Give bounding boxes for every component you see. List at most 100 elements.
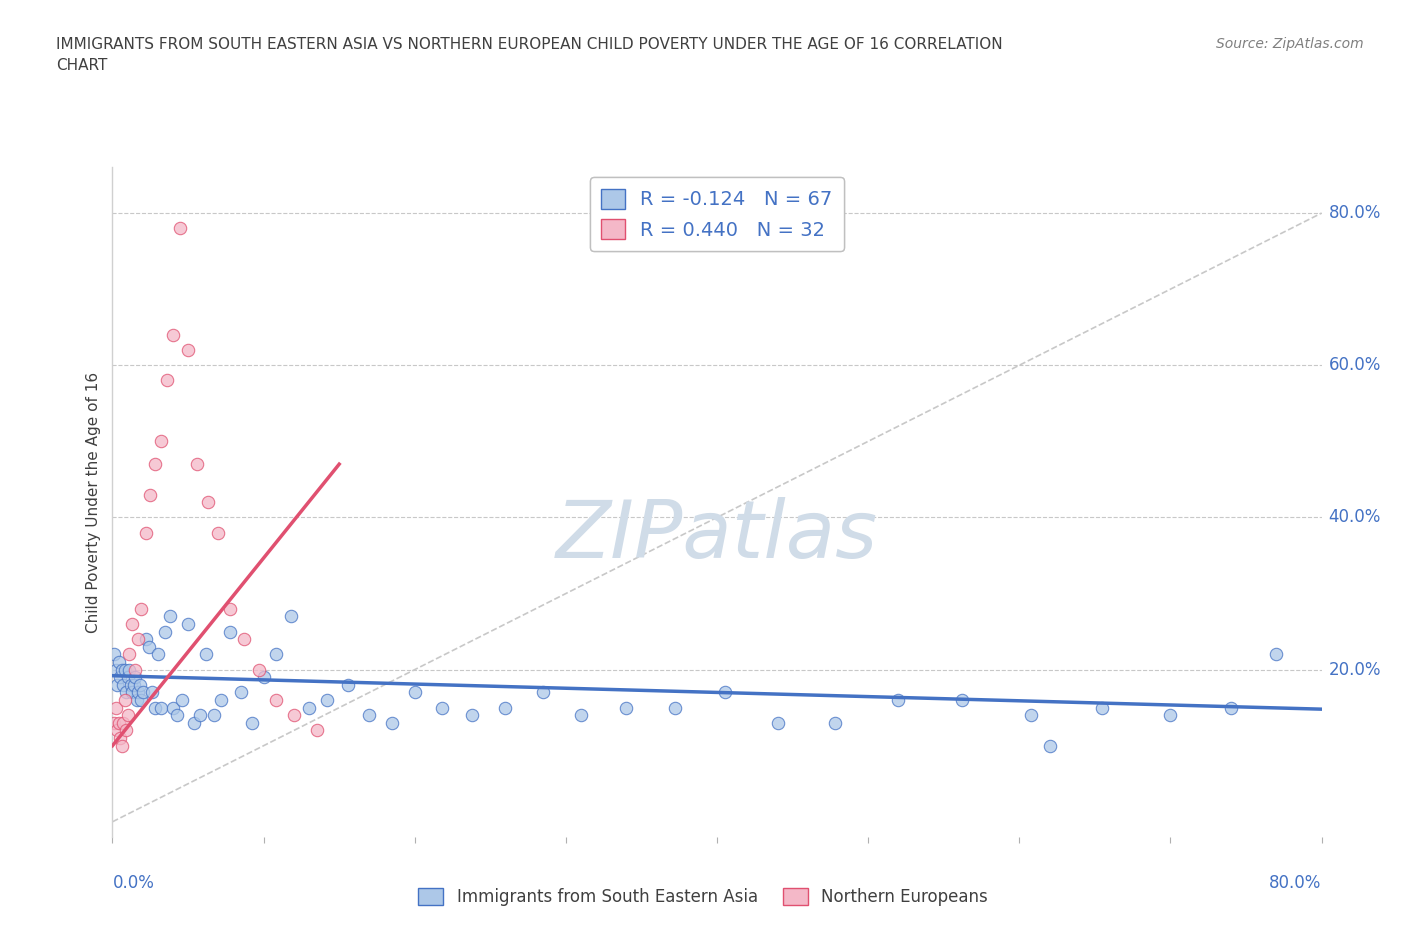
Point — [316, 693, 339, 708]
Point — [146, 647, 169, 662]
Point — [118, 647, 141, 662]
Point — [117, 708, 139, 723]
Point — [107, 715, 129, 730]
Text: 20.0%: 20.0% — [1329, 660, 1381, 679]
Point — [531, 685, 554, 700]
Point — [186, 457, 208, 472]
Point — [107, 655, 129, 670]
Point — [162, 700, 184, 715]
Point — [112, 715, 135, 730]
Point — [112, 677, 135, 692]
Point — [569, 708, 592, 723]
Legend: R = -0.124   N = 67, R = 0.440   N = 32: R = -0.124 N = 67, R = 0.440 N = 32 — [591, 177, 844, 251]
Legend: Immigrants from South Eastern Asia, Northern Europeans: Immigrants from South Eastern Asia, Nort… — [412, 881, 994, 912]
Point — [461, 708, 484, 723]
Point — [124, 670, 146, 684]
Point — [664, 700, 686, 715]
Text: 60.0%: 60.0% — [1329, 356, 1381, 374]
Point — [104, 700, 127, 715]
Point — [129, 693, 152, 708]
Point — [247, 662, 270, 677]
Point — [177, 342, 200, 357]
Point — [495, 700, 517, 715]
Point — [1038, 738, 1062, 753]
Point — [1265, 647, 1288, 662]
Point — [139, 487, 162, 502]
Point — [183, 715, 205, 730]
Text: IMMIGRANTS FROM SOUTH EASTERN ASIA VS NORTHERN EUROPEAN CHILD POVERTY UNDER THE : IMMIGRANTS FROM SOUTH EASTERN ASIA VS NO… — [56, 37, 1002, 73]
Point — [887, 693, 910, 708]
Point — [105, 723, 128, 737]
Point — [125, 693, 148, 708]
Point — [824, 715, 846, 730]
Text: 0.0%: 0.0% — [112, 874, 155, 892]
Point — [105, 677, 128, 692]
Point — [110, 662, 132, 677]
Point — [121, 617, 143, 631]
Point — [219, 602, 242, 617]
Point — [114, 662, 136, 677]
Point — [132, 685, 155, 700]
Point — [1220, 700, 1243, 715]
Point — [115, 685, 138, 700]
Y-axis label: Child Poverty Under the Age of 16: Child Poverty Under the Age of 16 — [86, 372, 101, 632]
Point — [114, 693, 136, 708]
Point — [135, 631, 157, 646]
Point — [253, 670, 276, 684]
Point — [616, 700, 638, 715]
Point — [177, 617, 200, 631]
Point — [156, 373, 179, 388]
Point — [141, 685, 163, 700]
Text: 40.0%: 40.0% — [1329, 509, 1381, 526]
Point — [143, 700, 166, 715]
Point — [337, 677, 360, 692]
Point — [120, 677, 142, 692]
Point — [170, 693, 193, 708]
Point — [1021, 708, 1043, 723]
Point — [298, 700, 321, 715]
Point — [188, 708, 211, 723]
Point — [305, 723, 328, 737]
Point — [202, 708, 225, 723]
Point — [108, 670, 131, 684]
Point — [122, 677, 145, 692]
Text: ZIPatlas: ZIPatlas — [555, 497, 879, 575]
Point — [117, 670, 139, 684]
Point — [359, 708, 381, 723]
Point — [229, 685, 252, 700]
Point — [1091, 700, 1114, 715]
Point — [128, 677, 150, 692]
Point — [280, 609, 302, 624]
Point — [162, 327, 184, 342]
Point — [713, 685, 735, 700]
Point — [124, 662, 146, 677]
Point — [143, 457, 166, 472]
Point — [129, 602, 152, 617]
Text: Source: ZipAtlas.com: Source: ZipAtlas.com — [1216, 37, 1364, 51]
Point — [104, 662, 127, 677]
Point — [159, 609, 181, 624]
Point — [207, 525, 229, 540]
Point — [1159, 708, 1181, 723]
Point — [110, 738, 132, 753]
Point — [103, 715, 125, 730]
Point — [264, 693, 287, 708]
Text: 80.0%: 80.0% — [1270, 874, 1322, 892]
Point — [149, 700, 172, 715]
Point — [138, 639, 160, 654]
Point — [950, 693, 973, 708]
Point — [233, 631, 256, 646]
Point — [219, 624, 242, 639]
Point — [430, 700, 453, 715]
Point — [195, 647, 218, 662]
Point — [118, 662, 141, 677]
Point — [108, 731, 131, 746]
Point — [121, 685, 143, 700]
Point — [149, 434, 172, 449]
Point — [283, 708, 305, 723]
Point — [766, 715, 789, 730]
Point — [240, 715, 263, 730]
Point — [166, 708, 188, 723]
Point — [127, 685, 149, 700]
Point — [155, 624, 177, 639]
